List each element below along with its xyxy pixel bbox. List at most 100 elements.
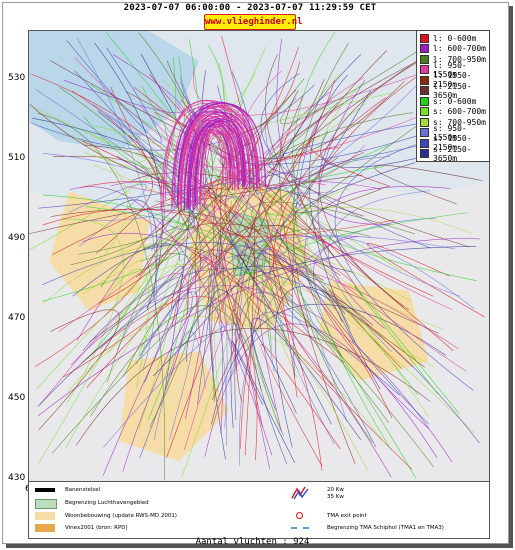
- flight-track: [293, 140, 335, 258]
- flight-track: [49, 60, 470, 248]
- legend-label: s: 700-950m: [433, 117, 486, 127]
- approach-track: [165, 100, 247, 202]
- flight-track: [156, 89, 297, 267]
- flight-track: [219, 34, 474, 275]
- flight-track: [214, 301, 281, 431]
- legend-swatch: [420, 65, 429, 75]
- flight-track: [81, 140, 255, 284]
- flight-track: [260, 73, 432, 249]
- flight-track: [42, 200, 232, 302]
- flight-track: [94, 42, 163, 310]
- legend-swatch: [420, 117, 429, 127]
- approach-track: [188, 121, 243, 209]
- legend-label: s: 600-700m: [433, 107, 486, 117]
- flight-track: [107, 112, 413, 382]
- flight-track: [63, 54, 184, 114]
- flight-track: [153, 331, 206, 440]
- flight-track: [72, 243, 181, 297]
- flight-track: [279, 90, 356, 464]
- flight-track: [80, 180, 309, 329]
- flight-track: [231, 267, 459, 360]
- flight-track: [230, 54, 362, 429]
- legend-label: l: 0-600m: [433, 33, 477, 43]
- legend-item: l: 600-700m: [417, 44, 489, 55]
- legend-label: s: 950-1550m: [433, 123, 467, 142]
- flight-track: [334, 133, 474, 391]
- flight-track: [232, 341, 296, 464]
- residential-label: Woonbebouwing (update RWS-MD 2001): [65, 513, 177, 519]
- flight-track: [317, 79, 385, 329]
- approach-track: [196, 130, 236, 210]
- flight-track: [181, 267, 241, 478]
- approach-track: [202, 121, 243, 202]
- runway-label: Banenstelsel: [65, 487, 101, 493]
- legend-label: l: 1550-2150m: [433, 71, 472, 90]
- flight-track: [211, 232, 256, 400]
- flight-track: [105, 114, 227, 446]
- flight-track: [250, 317, 362, 440]
- altitude-legend: l: 0-600m l: 600-700m l: 700-950m l: 950-15…: [416, 30, 490, 163]
- y-tick-450: 450: [8, 393, 26, 403]
- flight-track: [59, 86, 180, 249]
- y-tick-510: 510: [8, 153, 26, 163]
- flight-track: [29, 104, 364, 190]
- flight-track: [37, 265, 346, 407]
- y-tick-430: 430: [8, 473, 26, 483]
- flight-track: [32, 117, 229, 206]
- approach-track: [180, 109, 261, 209]
- flight-track: [82, 267, 480, 444]
- map-footer-legend: Banenstelsel Begrenzing Luchthavengebied…: [28, 481, 490, 539]
- legend-swatch: [420, 75, 429, 85]
- flight-track: [37, 112, 166, 481]
- approach-track: [180, 105, 258, 205]
- flight-track: [280, 31, 449, 125]
- flight-track: [116, 235, 456, 351]
- legend-swatch: [420, 54, 429, 64]
- flight-track: [89, 79, 325, 343]
- flight-track: [264, 100, 341, 155]
- residential-swatch: [35, 512, 55, 520]
- legend-swatch: [420, 44, 429, 54]
- approach-track: [189, 118, 251, 209]
- flight-track: [258, 166, 385, 254]
- flight-track: [42, 208, 393, 419]
- flight-track: [261, 248, 282, 372]
- flight-track: [134, 132, 228, 428]
- flight-track: [133, 86, 454, 352]
- flight-track: [36, 257, 169, 390]
- flight-track: [65, 303, 170, 448]
- flight-track: [280, 162, 416, 273]
- flight-track: [194, 187, 224, 345]
- flight-track: [42, 194, 272, 354]
- noise-contour-icon: [291, 486, 309, 500]
- flight-track: [222, 85, 443, 330]
- flight-track: [291, 185, 389, 213]
- site-badge[interactable]: www.vlieghinder.nl: [204, 14, 303, 30]
- flight-track: [309, 135, 391, 187]
- flight-track: [354, 285, 460, 414]
- flight-track: [103, 323, 241, 448]
- flight-track: [99, 253, 351, 350]
- flight-track: [60, 218, 124, 403]
- flight-track: [125, 91, 363, 296]
- approach-track: [195, 124, 232, 203]
- legend-item: l: 1550-2150m: [417, 71, 489, 89]
- flight-track: [39, 273, 189, 406]
- flight-track: [101, 269, 150, 389]
- flight-track: [82, 206, 472, 295]
- water-ijsselmeer: [29, 31, 199, 151]
- flight-track-map[interactable]: [28, 30, 490, 482]
- flight-track: [35, 89, 336, 349]
- legend-item: s: 0-600m: [417, 96, 489, 107]
- flight-track: [41, 237, 412, 306]
- flight-track: [366, 242, 485, 318]
- flight-track: [235, 50, 387, 402]
- airport-boundary-swatch: [35, 499, 57, 509]
- tma-boundary-label: Begrenzing TMA Schiphol (TMA1 en TMA3): [327, 525, 444, 531]
- flight-track: [171, 257, 263, 428]
- legend-swatch: [420, 149, 429, 159]
- flight-track: [37, 238, 481, 417]
- flight-track: [243, 70, 326, 186]
- flight-track: [306, 84, 362, 306]
- vinex-label: Vinex2001 (bron: RPD): [65, 525, 128, 531]
